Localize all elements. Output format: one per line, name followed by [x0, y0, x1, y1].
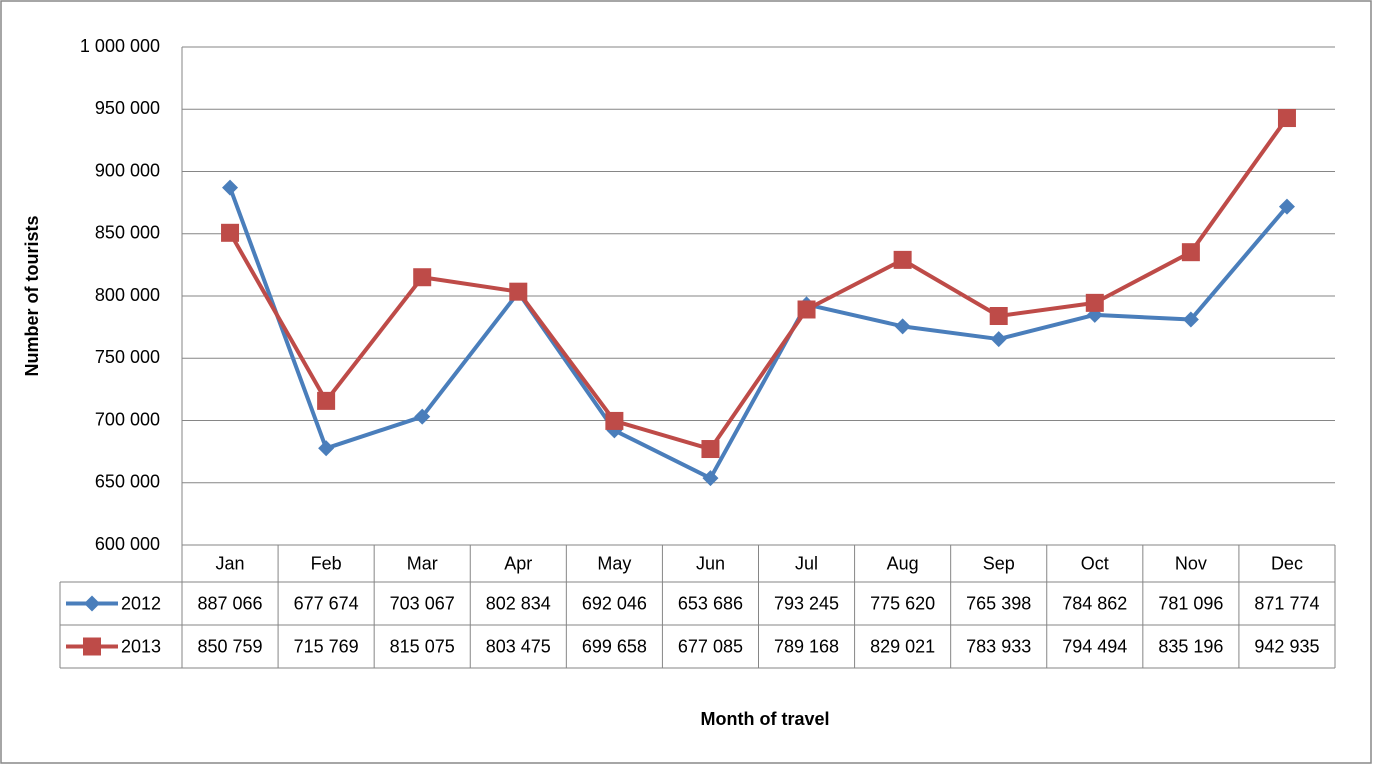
x-tick-label: May [597, 553, 631, 573]
y-tick-label: 900 000 [95, 160, 160, 180]
y-axis-title: Number of tourists [22, 215, 42, 376]
marker [221, 223, 240, 242]
data-label: 677 085 [678, 636, 743, 656]
y-tick-label: 850 000 [95, 223, 160, 243]
x-tick-label: Nov [1175, 553, 1207, 573]
data-label: 703 067 [390, 593, 455, 613]
marker [413, 268, 432, 287]
x-tick-label: Apr [504, 553, 532, 573]
data-label: 781 096 [1158, 593, 1223, 613]
marker [1277, 109, 1296, 128]
data-label: 794 494 [1062, 636, 1127, 656]
y-tick-label: 700 000 [95, 409, 160, 429]
data-label: 677 674 [294, 593, 359, 613]
data-label: 715 769 [294, 636, 359, 656]
marker [1182, 311, 1199, 328]
y-tick-label: 650 000 [95, 472, 160, 492]
legend-label: 2013 [121, 636, 161, 656]
legend-marker [84, 595, 100, 612]
y-tick-label: 950 000 [95, 98, 160, 118]
marker [1181, 243, 1200, 262]
data-label: 887 066 [198, 593, 263, 613]
data-label: 802 834 [486, 593, 551, 613]
data-label: 765 398 [966, 593, 1031, 613]
marker [222, 179, 239, 196]
marker [894, 318, 911, 335]
data-label: 815 075 [390, 636, 455, 656]
data-label: 850 759 [198, 636, 263, 656]
marker [317, 391, 336, 410]
line [228, 186, 1289, 481]
x-tick-label: Dec [1271, 553, 1303, 573]
data-label: 699 658 [582, 636, 647, 656]
marker [1278, 198, 1295, 215]
legend-marker [83, 637, 101, 656]
data-label: 829 021 [870, 636, 935, 656]
data-label: 803 475 [486, 636, 551, 656]
line [228, 116, 1289, 452]
marker [797, 300, 816, 319]
data-label: 942 935 [1254, 636, 1319, 656]
data-label: 789 168 [774, 636, 839, 656]
marker [990, 331, 1007, 348]
x-tick-label: Mar [407, 553, 438, 573]
data-label: 784 862 [1062, 593, 1127, 613]
marker [509, 282, 528, 301]
marker [989, 307, 1008, 326]
marker [605, 411, 624, 430]
data-label: 835 196 [1158, 636, 1223, 656]
data-label: 783 933 [966, 636, 1031, 656]
x-tick-label: Jul [795, 553, 818, 573]
x-axis-title: Month of travel [701, 709, 830, 729]
x-tick-label: Oct [1081, 553, 1109, 573]
data-label: 775 620 [870, 593, 935, 613]
x-tick-label: Sep [983, 553, 1015, 573]
data-label: 692 046 [582, 593, 647, 613]
marker [318, 440, 335, 457]
y-tick-label: 1 000 000 [80, 36, 160, 56]
data-label: 871 774 [1254, 593, 1319, 613]
x-tick-label: Jun [696, 553, 725, 573]
x-tick-label: Feb [311, 553, 342, 573]
marker [701, 440, 720, 459]
x-tick-label: Jan [216, 553, 245, 573]
y-tick-label: 800 000 [95, 285, 160, 305]
legend-label: 2012 [121, 593, 161, 613]
data-label: 653 686 [678, 593, 743, 613]
marker [702, 470, 719, 487]
data-label: 793 245 [774, 593, 839, 613]
marker [1085, 293, 1104, 312]
y-tick-label: 750 000 [95, 347, 160, 367]
marker [893, 250, 912, 269]
y-tick-label: 600 000 [95, 534, 160, 554]
marker [414, 408, 431, 425]
x-tick-label: Aug [887, 553, 919, 573]
